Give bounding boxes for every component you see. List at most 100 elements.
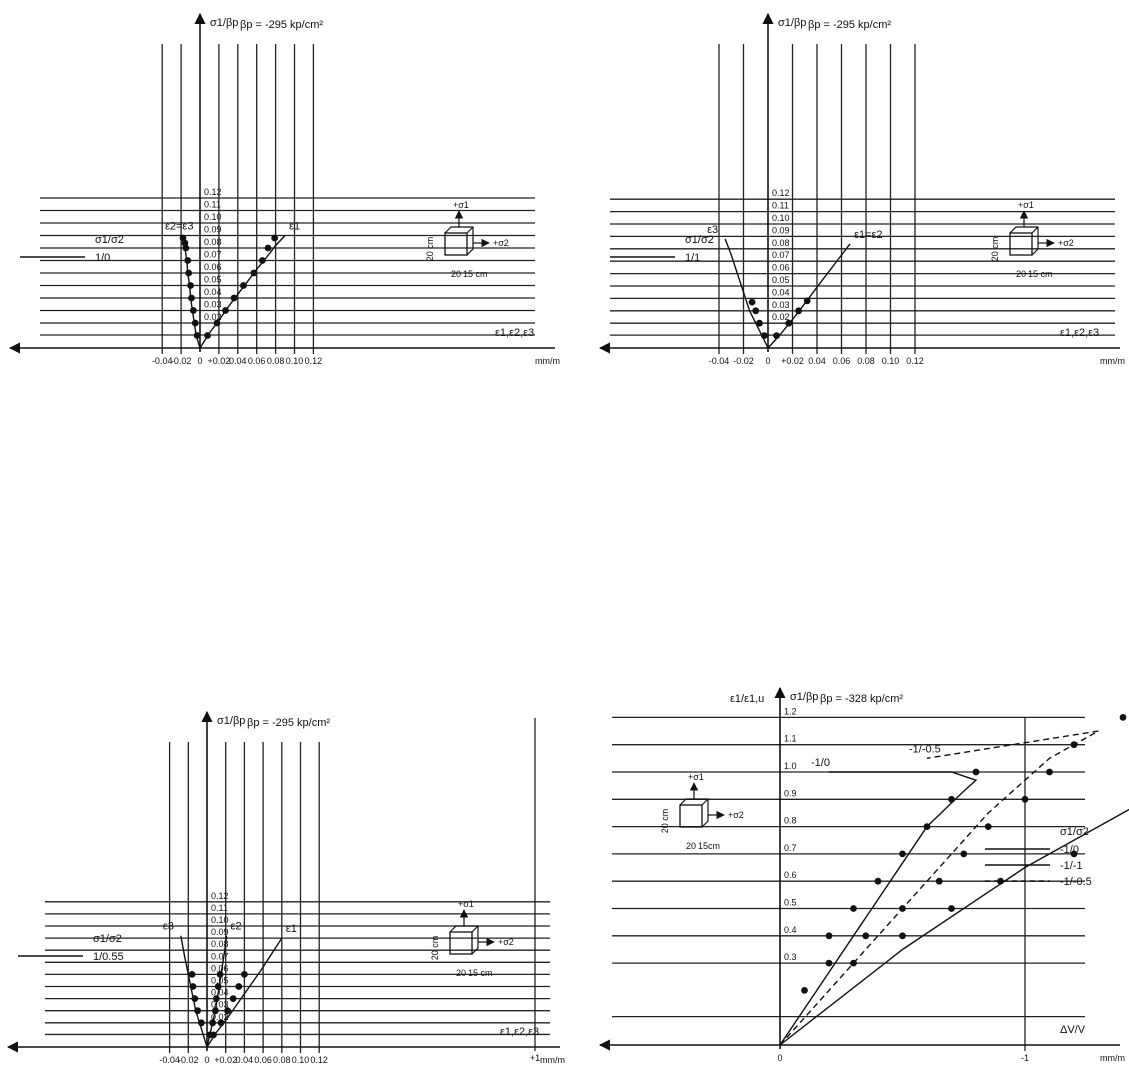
data-point bbox=[984, 823, 992, 830]
specimen-label: +σ2 bbox=[1058, 238, 1074, 248]
data-point bbox=[801, 987, 808, 994]
specimen-label: 20 bbox=[451, 269, 461, 279]
data-point bbox=[1021, 795, 1029, 803]
specimen-cube-edge bbox=[679, 798, 709, 828]
x-unit-label: mm/m bbox=[540, 1055, 565, 1065]
x-tick-label: +0.02 bbox=[208, 356, 231, 366]
y-tick-label: 0.08 bbox=[211, 939, 229, 949]
specimen-cube-edge bbox=[444, 226, 474, 256]
specimen-label: +σ1 bbox=[688, 772, 704, 782]
specimen-diagram: +σ1 +σ2 20 cm 20 15 cm bbox=[990, 200, 1074, 279]
specimen-cube-edge bbox=[1009, 226, 1039, 256]
y-tick-label: 1.2 bbox=[784, 706, 797, 716]
specimen-label: 20 cm bbox=[430, 936, 440, 961]
y-tick-label: 0.4 bbox=[784, 925, 797, 935]
y-tick-label: 0.07 bbox=[204, 250, 222, 260]
y-tick-label: 0.12 bbox=[211, 891, 229, 901]
x-tick-label: 0.08 bbox=[267, 356, 285, 366]
data-point bbox=[188, 294, 195, 302]
x-axis-label: ΔV/V bbox=[1060, 1024, 1086, 1036]
y-axis-label-left: ε1/ε1,u bbox=[730, 693, 764, 705]
specimen-label: 20 cm bbox=[425, 237, 435, 262]
y-tick-label: 0.12 bbox=[204, 187, 222, 197]
y-tick-label: 0.04 bbox=[204, 287, 222, 297]
series-line bbox=[767, 243, 851, 349]
data-point bbox=[271, 234, 279, 242]
specimen-label: +σ2 bbox=[493, 238, 509, 248]
x-tick-label: 0.06 bbox=[833, 356, 851, 366]
x-tick-label: -0.02 bbox=[171, 356, 192, 366]
series-line bbox=[206, 937, 283, 1048]
data-point bbox=[212, 995, 220, 1002]
annotation: βp = -295 kp/cm² bbox=[247, 717, 330, 729]
data-point bbox=[191, 319, 199, 327]
data-point bbox=[193, 332, 201, 339]
x-tick-label: 0 bbox=[204, 1055, 209, 1065]
specimen-cube bbox=[444, 232, 468, 256]
series-label: -1/0 bbox=[811, 757, 830, 769]
specimen-label: 20 cm bbox=[660, 809, 670, 834]
specimen-cube-edge bbox=[449, 925, 479, 955]
series-label: ε3 bbox=[163, 921, 174, 933]
y-tick-label: 0.04 bbox=[772, 287, 790, 297]
series-line bbox=[206, 935, 228, 1048]
data-point bbox=[250, 269, 258, 277]
data-point bbox=[785, 319, 793, 327]
y-tick-label: 0.9 bbox=[784, 788, 797, 798]
specimen-label: 15cm bbox=[698, 841, 720, 851]
y-axis-label: σ1/βp bbox=[778, 17, 806, 29]
x-unit-label: mm/m bbox=[1100, 1053, 1125, 1063]
specimen-label: +σ2 bbox=[728, 810, 744, 820]
y-tick-label: 1.0 bbox=[784, 761, 797, 771]
data-point bbox=[748, 298, 756, 306]
specimen-cube bbox=[1009, 232, 1033, 256]
data-point bbox=[197, 1019, 205, 1027]
chart-1: 0.02 0.03 0.04 0.05 0.06 0.07 0.08 0.09 0.10 0.11… bbox=[8, 12, 560, 366]
data-point bbox=[862, 932, 870, 940]
y-tick-label: 0.11 bbox=[211, 903, 228, 913]
chart-2: 0.02 0.03 0.04 0.05 0.06 0.07 0.08 0.09 0.10 0.11… bbox=[598, 12, 1125, 366]
series-label: ε3 bbox=[707, 224, 718, 236]
data-point bbox=[899, 932, 906, 940]
y-axis-label: σ1/βp bbox=[217, 715, 245, 727]
data-point bbox=[850, 905, 857, 912]
data-point bbox=[241, 971, 248, 978]
x-tick-label: -1 bbox=[1021, 1053, 1029, 1063]
y-tick-label: 0.3 bbox=[784, 952, 797, 962]
data-point bbox=[825, 959, 833, 967]
x-tick-label: 0.06 bbox=[248, 356, 266, 366]
data-point bbox=[194, 1007, 202, 1015]
data-point bbox=[756, 319, 763, 327]
series-line bbox=[779, 808, 1129, 1046]
series-label: ε1 bbox=[289, 221, 300, 233]
y-tick-label: 0.7 bbox=[784, 843, 797, 853]
x-tick-label: -0.02 bbox=[733, 356, 754, 366]
x-tick-label: -0.04 bbox=[152, 356, 173, 366]
data-point bbox=[217, 1019, 225, 1027]
legend-entry: -1/-1 bbox=[1060, 860, 1083, 872]
series-line bbox=[180, 935, 208, 1048]
x-axis-label: ε1,ε2,ε3 bbox=[1060, 327, 1099, 339]
y-tick-label: 0.06 bbox=[772, 263, 790, 273]
x-tick-label: -0.04 bbox=[709, 356, 730, 366]
data-point bbox=[216, 971, 224, 978]
data-point bbox=[230, 294, 238, 302]
legend-title: σ1/σ2 bbox=[685, 234, 714, 246]
data-point bbox=[191, 995, 199, 1002]
x-tick-label: 0.06 bbox=[254, 1055, 272, 1065]
data-point bbox=[240, 282, 247, 289]
y-tick-label: 0.8 bbox=[784, 816, 797, 826]
data-point bbox=[948, 795, 955, 803]
data-point bbox=[773, 332, 780, 339]
legend-entry: 1/0 bbox=[95, 252, 110, 264]
data-point bbox=[188, 971, 196, 978]
y-tick-label: 0.06 bbox=[204, 262, 222, 272]
data-point bbox=[1046, 768, 1053, 776]
x-tick-label: 0.04 bbox=[236, 1055, 254, 1065]
specimen-cube bbox=[679, 804, 703, 828]
specimen-label: 15 cm bbox=[468, 968, 493, 978]
data-point bbox=[189, 307, 197, 314]
x-tick-label: 0.12 bbox=[310, 1055, 328, 1065]
y-tick-label: 0.04 bbox=[211, 988, 229, 998]
y-tick-label: 0.02 bbox=[204, 312, 222, 322]
